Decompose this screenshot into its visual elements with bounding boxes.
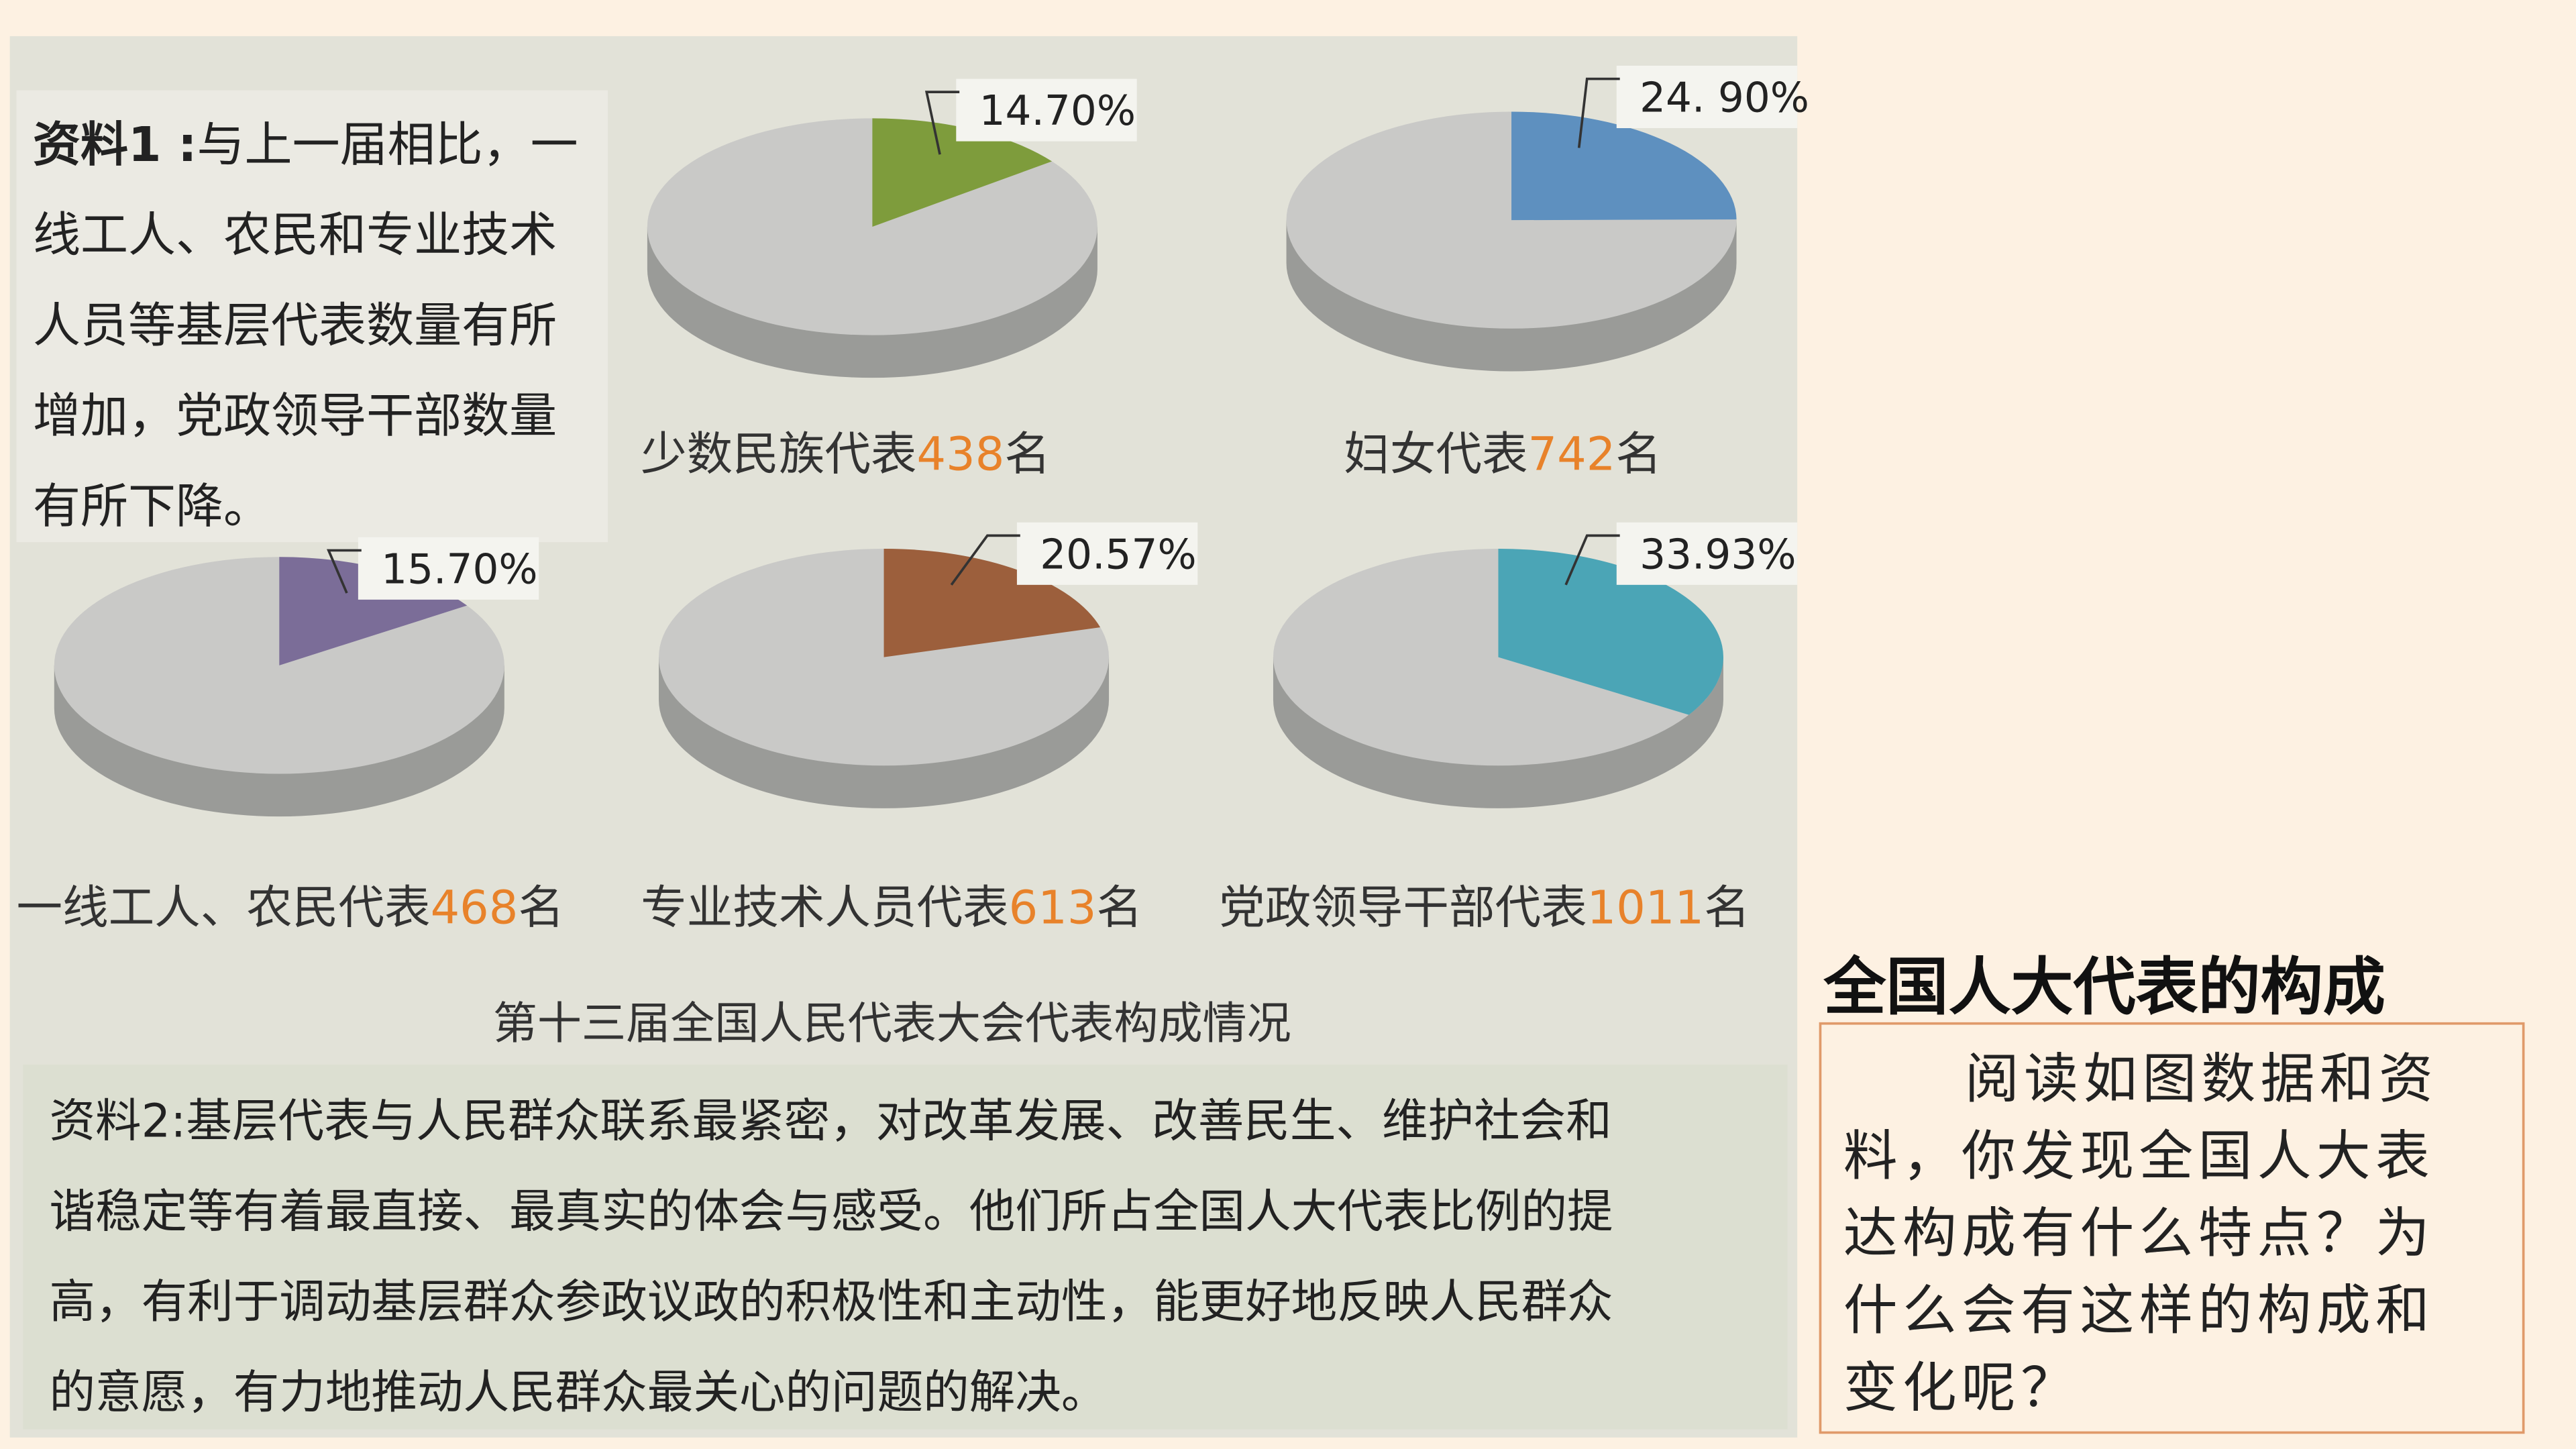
material1-line: 线工人、农民和专业技术 [33, 207, 557, 263]
question-line: 阅读如图数据和资 [1965, 1048, 2438, 1111]
category: 专业技术人员代表 [641, 881, 1009, 934]
question-box [1819, 1022, 2525, 1434]
caption: 第十三届全国人民代表大会代表构成情况 [493, 998, 1291, 1049]
material1-box [16, 90, 608, 543]
material2-text: 的意愿，有力地推动人民群众最关心的问题的解决。 [49, 1366, 1107, 1419]
material1-label: 资料1 : [33, 117, 197, 172]
pie-label: 少数民族代表438名 [641, 427, 1051, 481]
material1-line: 增加，党政领导干部数量 [33, 388, 557, 443]
percent-label: 15.70% [381, 545, 537, 593]
pie-slice [872, 118, 1053, 227]
material2-label: 资料2: [49, 1095, 186, 1148]
material1-text: 人员等基层代表数量有所 [33, 297, 557, 353]
count: 438 [916, 427, 1004, 481]
category: 党政领导干部代表 [1219, 881, 1587, 934]
label-backdrop [1616, 522, 1798, 585]
pie-label: 一线工人、农民代表468名 [16, 881, 564, 934]
percent-label: 14.70% [979, 87, 1136, 135]
label-backdrop [1616, 65, 1798, 129]
pie-slice [1511, 111, 1737, 221]
pie-label: 党政领导干部代表1011名 [1219, 881, 1750, 934]
leader-line [950, 534, 1020, 586]
material2-text: 谐稳定等有着最直接、最真实的体会与感受。他们所占全国人大代表比例的提 [49, 1185, 1613, 1238]
label-backdrop [956, 78, 1137, 142]
unit: 名 [518, 881, 564, 934]
material2-line: 谐稳定等有着最直接、最真实的体会与感受。他们所占全国人大代表比例的提 [49, 1185, 1613, 1238]
count: 468 [431, 881, 519, 934]
pie-label: 妇女代表742名 [1344, 427, 1662, 481]
leader-line [1577, 77, 1620, 148]
material2-box [23, 1064, 1788, 1430]
percent-label: 24. 90% [1640, 74, 1809, 122]
category: 一线工人、农民代表 [16, 881, 430, 934]
question-line: 变化呢？ [1843, 1356, 2080, 1419]
percent-label: 20.57% [1040, 531, 1196, 578]
unit: 名 [1004, 427, 1051, 481]
unit: 名 [1704, 881, 1750, 934]
question-line: 料，你发现全国人大表 [1843, 1125, 2434, 1188]
material2-line: 高，有利于调动基层群众参政议政的积极性和主动性，能更好地反映人民群众 [49, 1275, 1613, 1329]
label-backdrop [358, 537, 539, 600]
pie-label: 专业技术人员代表613名 [641, 881, 1142, 934]
label-backdrop [1016, 522, 1198, 585]
material2-line: 资料2:基层代表与人民群众联系最紧密，对改革发展、改善民生、维护社会和 [49, 1095, 1611, 1148]
percent-label: 33.93% [1640, 531, 1796, 578]
question-line: 达构成有什么特点？为 [1843, 1202, 2434, 1265]
leader-line [327, 549, 362, 594]
material2-text: 高，有利于调动基层群众参政议政的积极性和主动性，能更好地反映人民群众 [49, 1275, 1613, 1329]
material1-text: 线工人、农民和专业技术 [33, 207, 557, 263]
unit: 名 [1096, 881, 1142, 934]
count: 613 [1009, 881, 1097, 934]
material2-text: 基层代表与人民群众联系最紧密，对改革发展、改善民生、维护社会和 [186, 1095, 1611, 1148]
material2-line: 的意愿，有力地推动人民群众最关心的问题的解决。 [49, 1366, 1107, 1419]
side-title: 全国人大代表的构成 [1823, 951, 2385, 1024]
material1-text: 有所下降。 [33, 478, 271, 534]
material1-line: 资料1 :与上一届相比，一 [33, 117, 578, 172]
pie-slice [1498, 548, 1723, 715]
pie-slice [883, 548, 1101, 657]
leader-line [1564, 534, 1620, 586]
material1-line: 人员等基层代表数量有所 [33, 297, 557, 353]
category: 少数民族代表 [641, 427, 916, 481]
material1-text: 增加，党政领导干部数量 [33, 388, 557, 443]
material1-line: 有所下降。 [33, 478, 271, 534]
unit: 名 [1615, 427, 1662, 481]
leader-line [924, 91, 960, 155]
material1-text: 与上一届相比，一 [197, 117, 578, 172]
question-line: 什么会有这样的构成和 [1843, 1279, 2434, 1342]
count: 742 [1528, 427, 1616, 481]
count: 1011 [1587, 881, 1705, 934]
category: 妇女代表 [1344, 427, 1527, 481]
